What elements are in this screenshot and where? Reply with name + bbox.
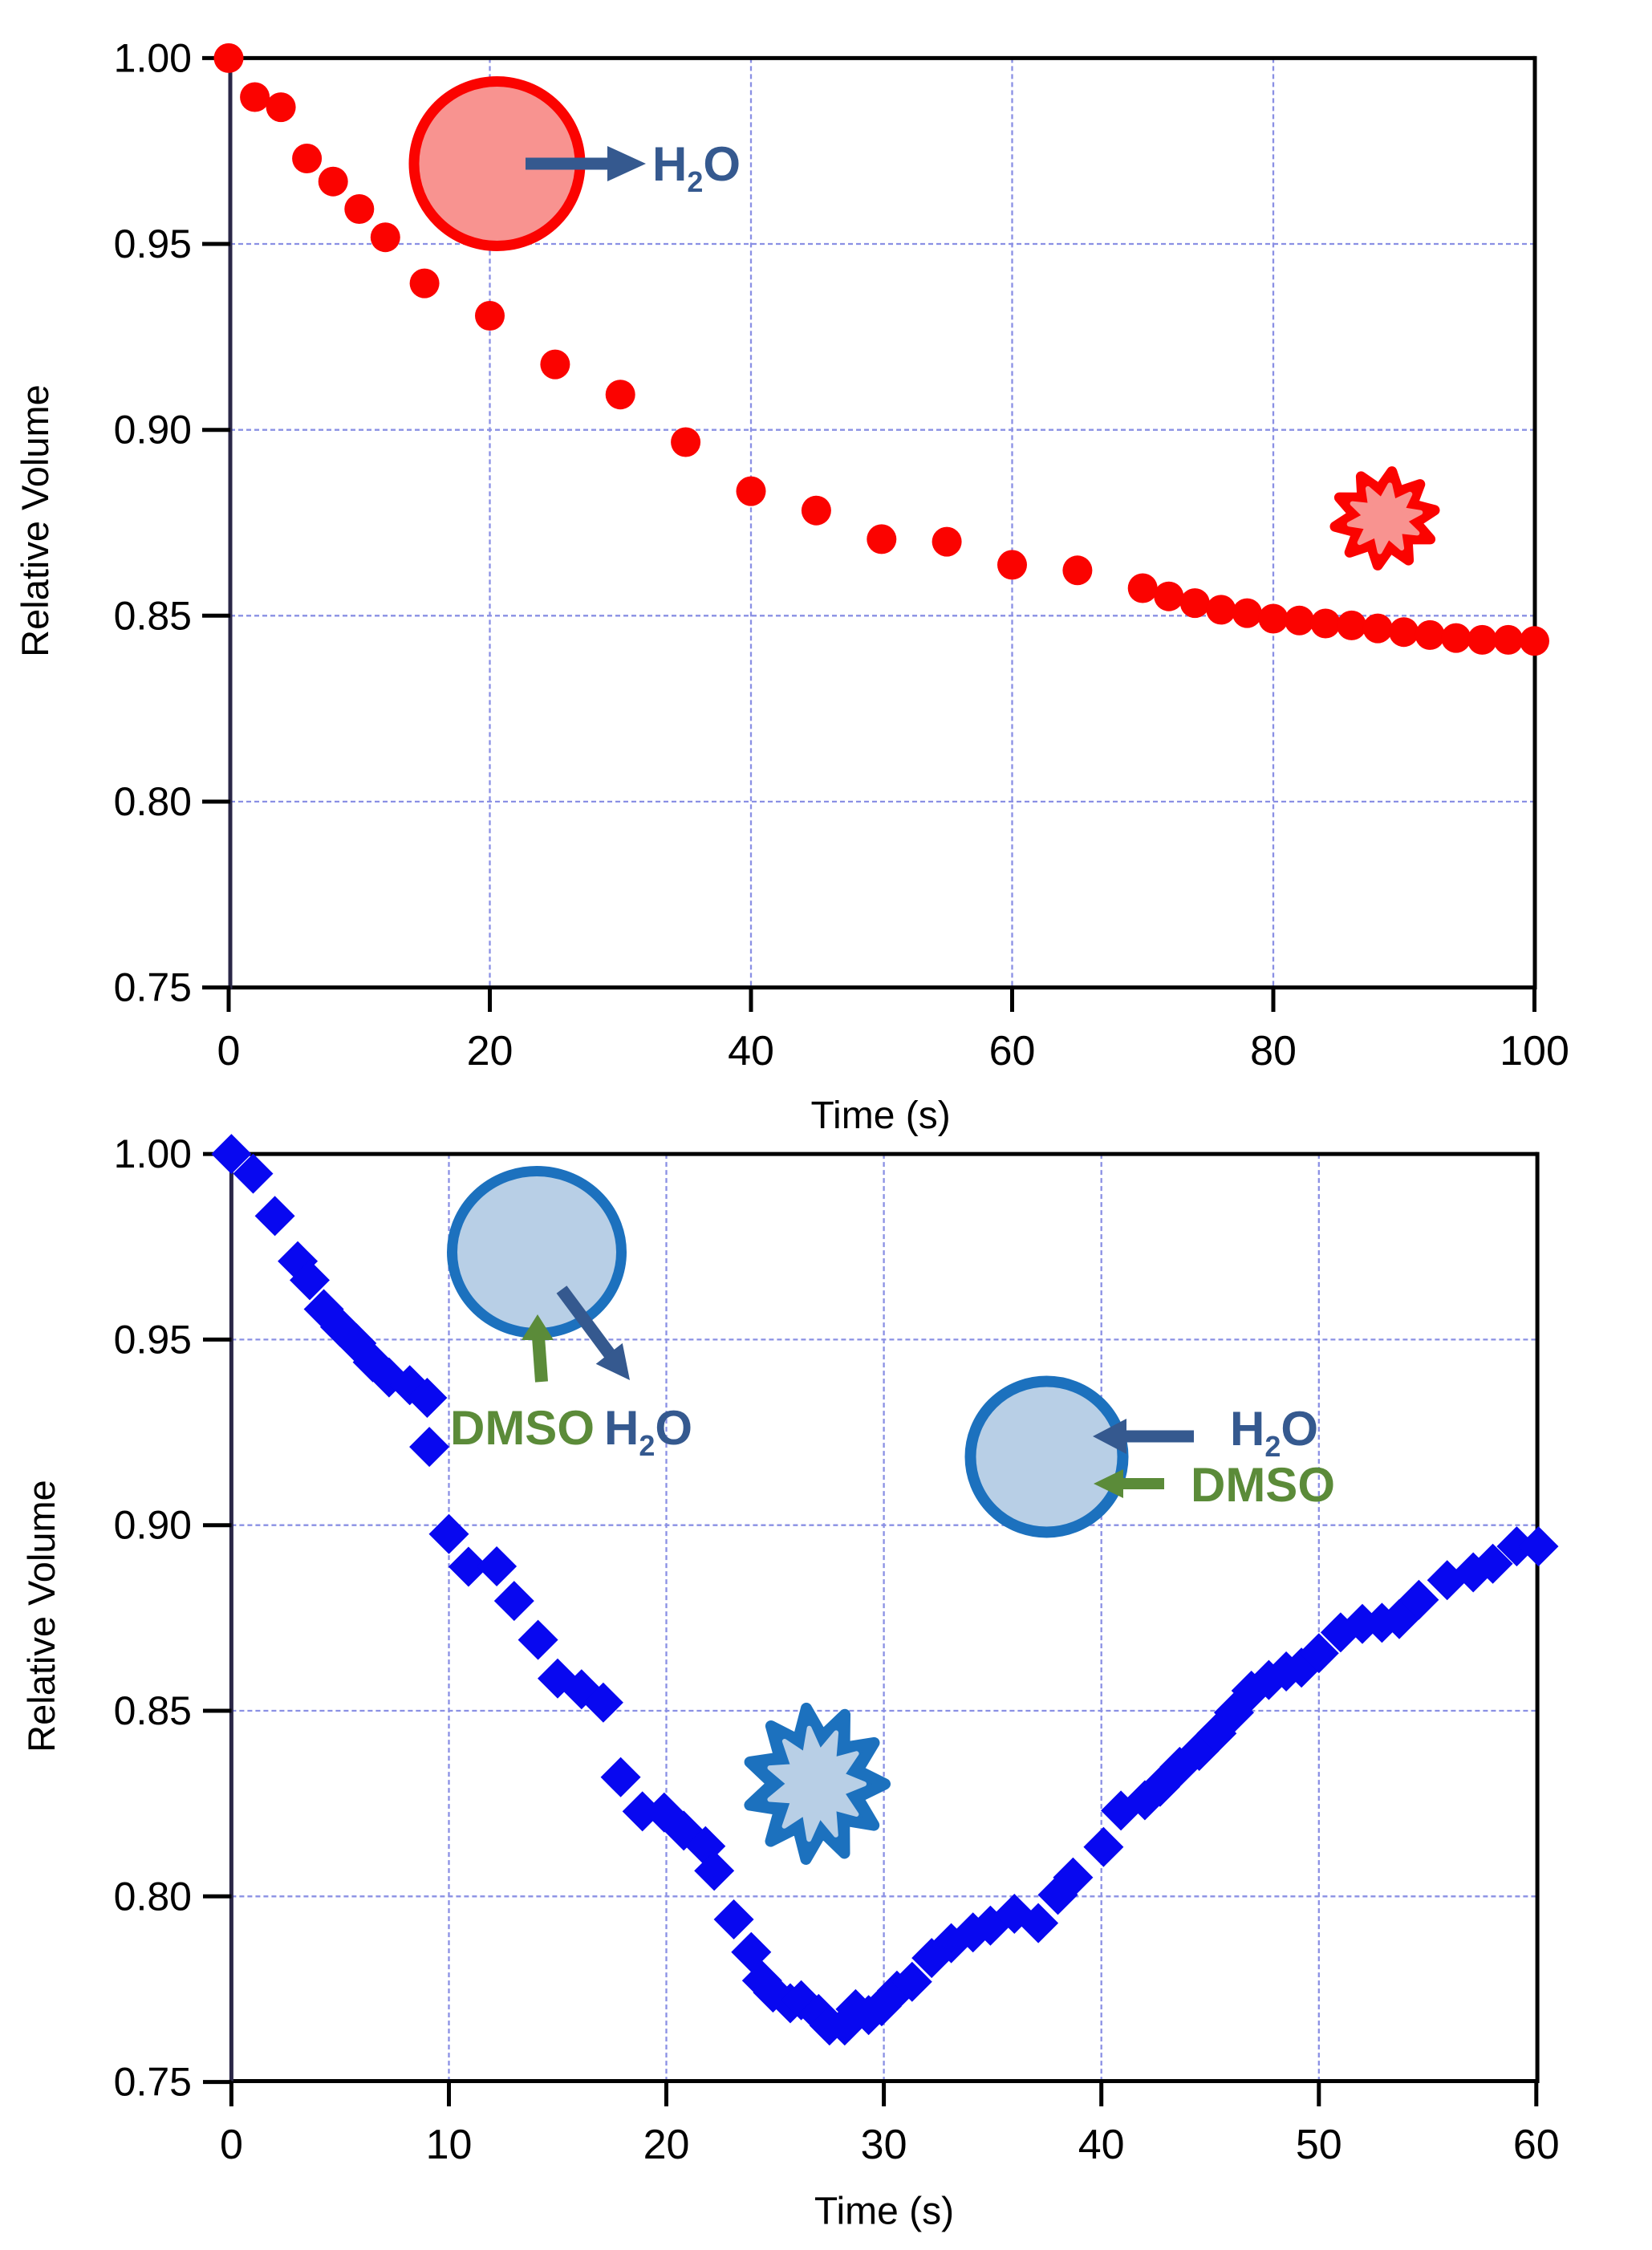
svg-text:DMSO: DMSO — [450, 1401, 595, 1455]
svg-text:20: 20 — [643, 2122, 690, 2168]
svg-text:Relative Volume: Relative Volume — [14, 384, 56, 657]
svg-text:Relative Volume: Relative Volume — [20, 1480, 63, 1752]
svg-text:0.95: 0.95 — [114, 221, 192, 266]
svg-text:0: 0 — [220, 2122, 243, 2168]
svg-text:100: 100 — [1500, 1028, 1569, 1074]
svg-text:60: 60 — [989, 1028, 1036, 1074]
svg-text:0.80: 0.80 — [114, 779, 192, 824]
svg-text:0.85: 0.85 — [114, 593, 192, 638]
svg-text:60: 60 — [1513, 2122, 1560, 2168]
svg-text:0: 0 — [217, 1028, 241, 1074]
svg-text:0.90: 0.90 — [114, 408, 192, 453]
svg-text:50: 50 — [1296, 2122, 1342, 2168]
svg-text:0.80: 0.80 — [114, 1874, 192, 1919]
svg-text:80: 80 — [1250, 1028, 1297, 1074]
svg-text:0.90: 0.90 — [114, 1503, 192, 1548]
svg-text:10: 10 — [426, 2122, 473, 2168]
svg-text:H2O: H2O — [1230, 1402, 1318, 1463]
svg-text:40: 40 — [728, 1028, 774, 1074]
svg-text:30: 30 — [861, 2122, 907, 2168]
svg-text:0.85: 0.85 — [114, 1688, 192, 1733]
svg-text:DMSO: DMSO — [1191, 1458, 1335, 1512]
svg-text:40: 40 — [1078, 2122, 1125, 2168]
svg-text:1.00: 1.00 — [114, 35, 192, 80]
svg-text:20: 20 — [467, 1028, 513, 1074]
svg-text:0.75: 0.75 — [114, 965, 192, 1010]
svg-text:Time (s): Time (s) — [814, 2191, 954, 2233]
svg-text:Time (s): Time (s) — [811, 1095, 951, 1137]
svg-text:0.95: 0.95 — [114, 1317, 192, 1362]
svg-text:0.75: 0.75 — [114, 2060, 192, 2105]
svg-text:1.00: 1.00 — [114, 1131, 192, 1176]
